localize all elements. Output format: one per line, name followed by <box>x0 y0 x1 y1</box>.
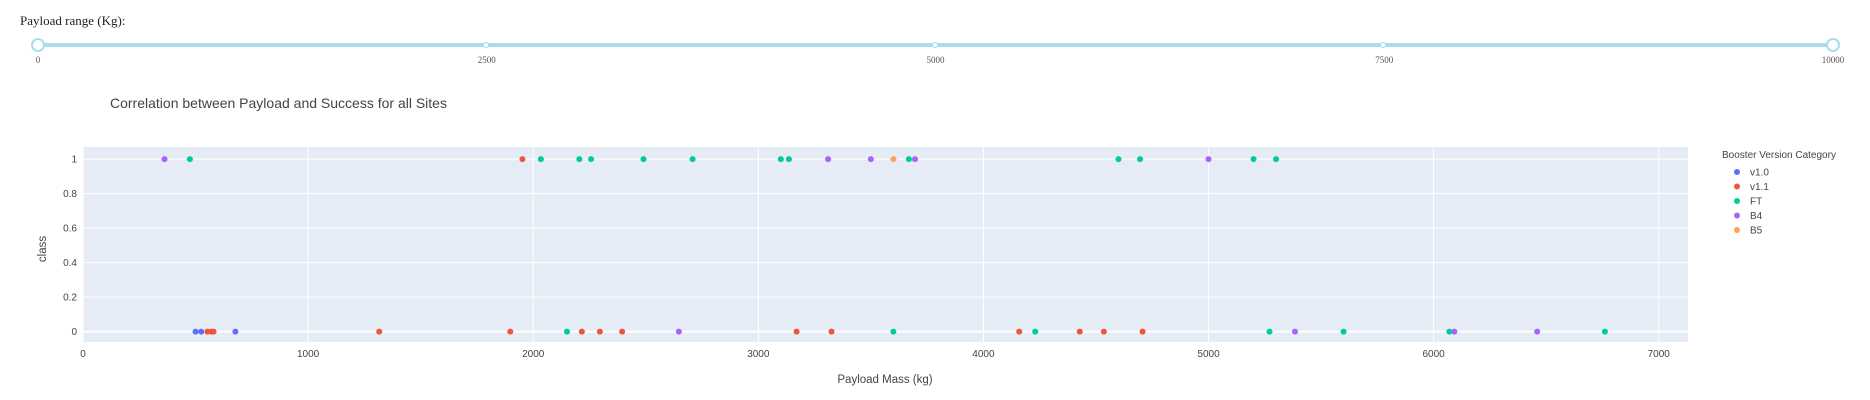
y-tick-label: 0.4 <box>63 258 77 269</box>
data-point-v1.1 <box>1016 328 1023 335</box>
legend-marker <box>1734 227 1740 233</box>
legend-marker <box>1734 212 1740 219</box>
data-point-FT <box>640 156 647 163</box>
legend-item-label[interactable]: FT <box>1750 197 1762 208</box>
data-point-FT <box>1601 328 1608 335</box>
data-point-FT <box>576 156 583 163</box>
data-point-B4 <box>867 156 874 163</box>
data-point-FT <box>563 328 570 335</box>
data-point-FT <box>1340 328 1347 335</box>
data-point-v1.1 <box>828 328 835 335</box>
y-axis-ticks: 0 0.2 0.4 0.6 0.8 1 <box>63 155 77 339</box>
data-point-v1.1 <box>1139 328 1146 335</box>
x-tick-label: 7000 <box>1648 349 1671 360</box>
y-tick-label: 0 <box>71 327 77 338</box>
x-tick-label: 6000 <box>1423 349 1446 360</box>
y-tick-label: 0.6 <box>63 224 77 235</box>
x-tick-label: 1000 <box>297 349 320 360</box>
data-point-FT <box>186 156 193 163</box>
slider-handle-min[interactable] <box>31 38 45 52</box>
data-point-v1.0 <box>192 328 199 335</box>
data-point-FT <box>890 328 897 335</box>
data-point-v1.1 <box>596 328 603 335</box>
slider-mark-label: 7500 <box>1375 55 1394 65</box>
data-point-FT <box>1273 156 1280 163</box>
slider-mark-dot <box>931 42 938 48</box>
data-point-v1.0 <box>232 328 239 335</box>
data-point-B4 <box>1534 328 1541 335</box>
data-point-FT <box>785 156 792 163</box>
data-point-v1.1 <box>519 156 526 163</box>
data-point-v1.1 <box>204 328 211 335</box>
legend-marker <box>1734 183 1740 190</box>
data-point-v1.1 <box>210 328 217 335</box>
y-tick-label: 0.2 <box>63 293 77 304</box>
slider-mark-dot <box>482 42 489 48</box>
data-point-FT <box>1115 156 1122 163</box>
data-point-v1.1 <box>1076 328 1083 335</box>
legend-item-label[interactable]: v1.0 <box>1750 168 1769 179</box>
data-point-v1.1 <box>578 328 585 335</box>
slider-label: Payload range (Kg): <box>20 13 126 28</box>
x-axis-label: Payload Mass (kg) <box>837 374 932 386</box>
data-point-v1.1 <box>1100 328 1107 335</box>
slider-handle-max[interactable] <box>1826 38 1840 52</box>
legend-marker <box>1734 169 1740 175</box>
legend-title: Booster Version Category <box>1722 150 1836 161</box>
data-point-FT <box>777 156 784 163</box>
data-point-FT <box>905 156 912 163</box>
x-tick-label: 3000 <box>747 349 770 360</box>
chart-title: Correlation between Payload and Success … <box>110 95 447 111</box>
legend-item-label[interactable]: B5 <box>1750 226 1763 237</box>
data-point-FT <box>1266 328 1273 335</box>
y-tick-label: 0.8 <box>63 189 77 200</box>
x-axis-ticks: 0 1000 2000 3000 4000 5000 6000 7000 <box>80 349 1670 360</box>
slider-mark-dot <box>1380 42 1387 48</box>
data-point-v1.1 <box>507 328 514 335</box>
data-point-FT <box>1137 156 1144 163</box>
x-tick-label: 0 <box>80 349 86 360</box>
slider-mark-label: 2500 <box>477 55 496 65</box>
data-point-B4 <box>675 328 682 335</box>
legend-item-label[interactable]: B4 <box>1750 211 1763 222</box>
data-point-B4 <box>911 156 918 163</box>
data-point-v1.1 <box>376 328 383 335</box>
slider-mark-label: 10000 <box>1821 55 1845 65</box>
legend-item-label[interactable]: v1.1 <box>1750 182 1769 193</box>
slider-mark-label: 0 <box>35 55 41 65</box>
data-point-B4 <box>1451 328 1458 335</box>
slider-mark-label: 5000 <box>926 55 945 65</box>
data-point-B5 <box>890 156 897 163</box>
scatter-chart: Correlation between Payload and Success … <box>37 95 1836 386</box>
data-point-FT <box>689 156 696 163</box>
y-axis-label: class <box>37 236 49 262</box>
x-tick-label: 4000 <box>972 349 995 360</box>
gridlines <box>82 147 1688 342</box>
data-point-B4 <box>161 156 168 163</box>
data-point-FT <box>1250 156 1257 163</box>
data-point-FT <box>1032 328 1039 335</box>
plot-area <box>83 147 1688 342</box>
legend: Booster Version Category v1.0 v1.1 FT B4 B5 <box>1722 150 1836 237</box>
data-point-FT <box>588 156 595 163</box>
data-point-B4 <box>1205 156 1212 163</box>
x-tick-label: 5000 <box>1197 349 1220 360</box>
legend-marker <box>1734 198 1740 204</box>
data-point-FT <box>1446 328 1453 335</box>
data-point-FT <box>537 156 544 163</box>
data-point-v1.0 <box>198 328 205 335</box>
data-point-B4 <box>825 156 832 163</box>
data-point-v1.1 <box>619 328 626 335</box>
y-tick-label: 1 <box>71 155 77 166</box>
data-point-v1.1 <box>793 328 800 335</box>
data-point-B4 <box>1291 328 1298 335</box>
data-points <box>161 156 1608 335</box>
x-tick-label: 2000 <box>522 349 545 360</box>
